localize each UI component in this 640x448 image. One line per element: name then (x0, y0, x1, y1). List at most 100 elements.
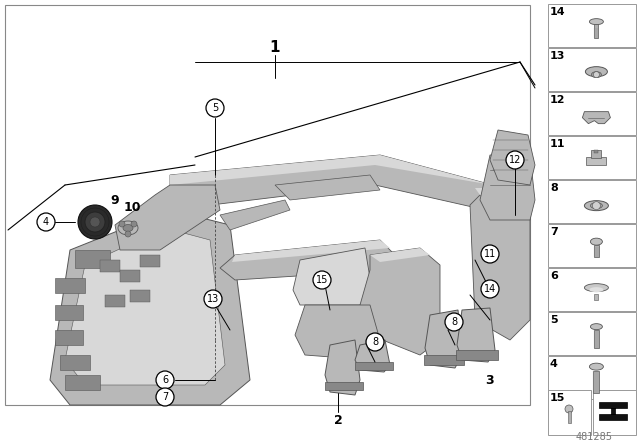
Bar (595, 150, 598, 153)
Bar (5, 5, 530, 405)
Bar (594, 330, 599, 348)
Text: 11: 11 (484, 249, 496, 259)
Text: 4: 4 (550, 359, 558, 369)
Bar (548, 92, 636, 135)
FancyBboxPatch shape (65, 375, 100, 390)
Polygon shape (355, 340, 390, 372)
Circle shape (78, 205, 112, 239)
FancyBboxPatch shape (55, 330, 83, 345)
Ellipse shape (589, 287, 604, 292)
Ellipse shape (590, 202, 602, 209)
Polygon shape (220, 240, 395, 280)
Text: 12: 12 (509, 155, 521, 165)
Text: 7: 7 (550, 227, 557, 237)
Text: 3: 3 (486, 374, 494, 387)
Bar (548, 390, 591, 435)
Bar (591, 150, 602, 158)
Text: 8: 8 (372, 337, 378, 347)
Text: 8: 8 (451, 317, 457, 327)
Text: 9: 9 (111, 194, 119, 207)
Bar (140, 255, 160, 267)
Bar (100, 260, 120, 272)
Ellipse shape (118, 221, 138, 235)
FancyBboxPatch shape (75, 250, 110, 268)
Polygon shape (370, 248, 430, 262)
Polygon shape (232, 240, 390, 262)
FancyBboxPatch shape (60, 355, 90, 370)
Text: 15: 15 (550, 393, 565, 403)
Bar (548, 312, 636, 355)
Circle shape (593, 202, 600, 210)
Text: 7: 7 (162, 392, 168, 402)
Ellipse shape (584, 284, 609, 292)
Polygon shape (325, 340, 360, 395)
Text: 6: 6 (550, 271, 558, 281)
Polygon shape (470, 195, 530, 340)
Polygon shape (425, 310, 462, 368)
Circle shape (85, 212, 105, 232)
Circle shape (37, 213, 55, 231)
Text: 13: 13 (550, 51, 565, 61)
Bar (548, 136, 636, 179)
Polygon shape (275, 175, 380, 200)
Bar (548, 268, 636, 311)
Ellipse shape (123, 224, 133, 232)
Polygon shape (65, 228, 225, 385)
Text: 2: 2 (333, 414, 342, 426)
Polygon shape (599, 402, 627, 420)
Bar (586, 157, 607, 165)
Bar (456, 350, 498, 360)
Circle shape (481, 280, 499, 298)
Text: 5: 5 (212, 103, 218, 113)
FancyBboxPatch shape (55, 278, 85, 293)
FancyBboxPatch shape (55, 305, 83, 320)
Ellipse shape (589, 19, 604, 25)
Circle shape (206, 99, 224, 117)
Ellipse shape (584, 201, 609, 211)
Circle shape (506, 151, 524, 169)
Circle shape (313, 271, 331, 289)
Bar (548, 48, 636, 91)
Ellipse shape (586, 67, 607, 77)
Bar (115, 340, 230, 395)
Text: 8: 8 (550, 183, 557, 193)
Bar (105, 295, 125, 307)
Circle shape (156, 388, 174, 406)
Polygon shape (490, 130, 535, 185)
Text: 481285: 481285 (575, 432, 612, 442)
Bar (424, 355, 464, 365)
Bar (355, 362, 393, 370)
Ellipse shape (590, 238, 602, 245)
Circle shape (366, 333, 384, 351)
Polygon shape (457, 308, 495, 362)
Text: 14: 14 (484, 284, 496, 294)
Circle shape (119, 221, 125, 227)
Circle shape (593, 72, 600, 78)
Bar (548, 180, 636, 223)
Text: 13: 13 (207, 294, 219, 304)
Bar (548, 4, 636, 47)
Bar (595, 24, 598, 38)
Bar (594, 245, 599, 257)
Text: 14: 14 (550, 7, 566, 17)
Circle shape (204, 290, 222, 308)
Ellipse shape (590, 323, 602, 330)
Circle shape (125, 231, 131, 237)
Polygon shape (170, 155, 530, 195)
Text: 4: 4 (43, 217, 49, 227)
Circle shape (481, 245, 499, 263)
Polygon shape (480, 155, 535, 220)
Polygon shape (50, 210, 250, 405)
Bar (548, 224, 636, 267)
Polygon shape (295, 305, 380, 360)
Circle shape (90, 217, 100, 227)
Polygon shape (115, 185, 220, 250)
Text: 10: 10 (124, 201, 141, 214)
Bar (130, 290, 150, 302)
Text: 12: 12 (550, 95, 566, 105)
Bar (593, 390, 636, 435)
Ellipse shape (589, 363, 604, 370)
Bar (325, 382, 363, 390)
Bar (595, 293, 598, 300)
Bar (548, 356, 636, 399)
